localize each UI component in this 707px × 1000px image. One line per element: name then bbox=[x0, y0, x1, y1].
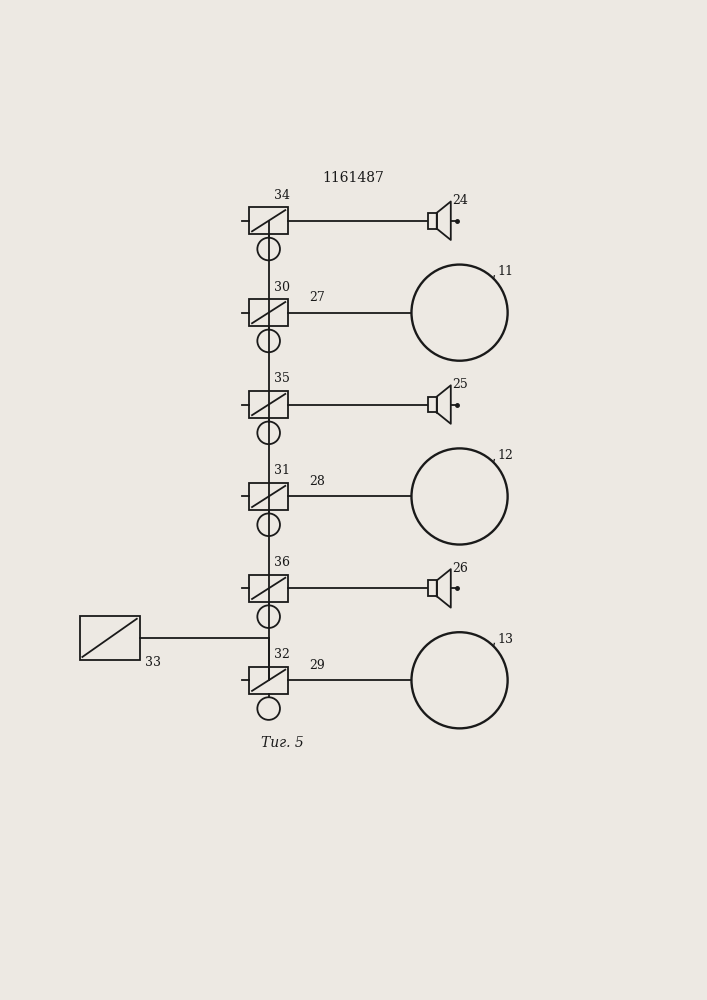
Text: 34: 34 bbox=[274, 189, 291, 202]
Text: 36: 36 bbox=[274, 556, 291, 569]
Bar bbox=[428, 580, 437, 596]
Text: 26: 26 bbox=[452, 562, 468, 575]
Text: 12: 12 bbox=[498, 449, 514, 462]
Bar bbox=[79, 616, 140, 660]
Text: 35: 35 bbox=[274, 372, 291, 385]
Text: 1161487: 1161487 bbox=[322, 171, 385, 185]
Text: 11: 11 bbox=[498, 265, 514, 278]
Text: 28: 28 bbox=[309, 475, 325, 488]
Text: Τиг. 5: Τиг. 5 bbox=[262, 736, 304, 750]
Text: 13: 13 bbox=[498, 633, 514, 646]
Bar bbox=[249, 483, 288, 510]
Polygon shape bbox=[437, 385, 451, 424]
Bar bbox=[249, 667, 288, 694]
Polygon shape bbox=[437, 202, 451, 240]
Text: 33: 33 bbox=[145, 656, 161, 669]
Bar bbox=[249, 391, 288, 418]
Polygon shape bbox=[437, 569, 451, 608]
Text: 29: 29 bbox=[309, 659, 325, 672]
Text: 24: 24 bbox=[452, 194, 468, 207]
Text: 30: 30 bbox=[274, 281, 291, 294]
Text: 25: 25 bbox=[452, 378, 467, 391]
Text: 31: 31 bbox=[274, 464, 291, 477]
Bar bbox=[249, 299, 288, 326]
Bar bbox=[249, 575, 288, 602]
Text: 32: 32 bbox=[274, 648, 291, 661]
Text: 27: 27 bbox=[309, 291, 325, 304]
Bar bbox=[428, 213, 437, 229]
Bar bbox=[249, 207, 288, 234]
Bar bbox=[428, 397, 437, 412]
